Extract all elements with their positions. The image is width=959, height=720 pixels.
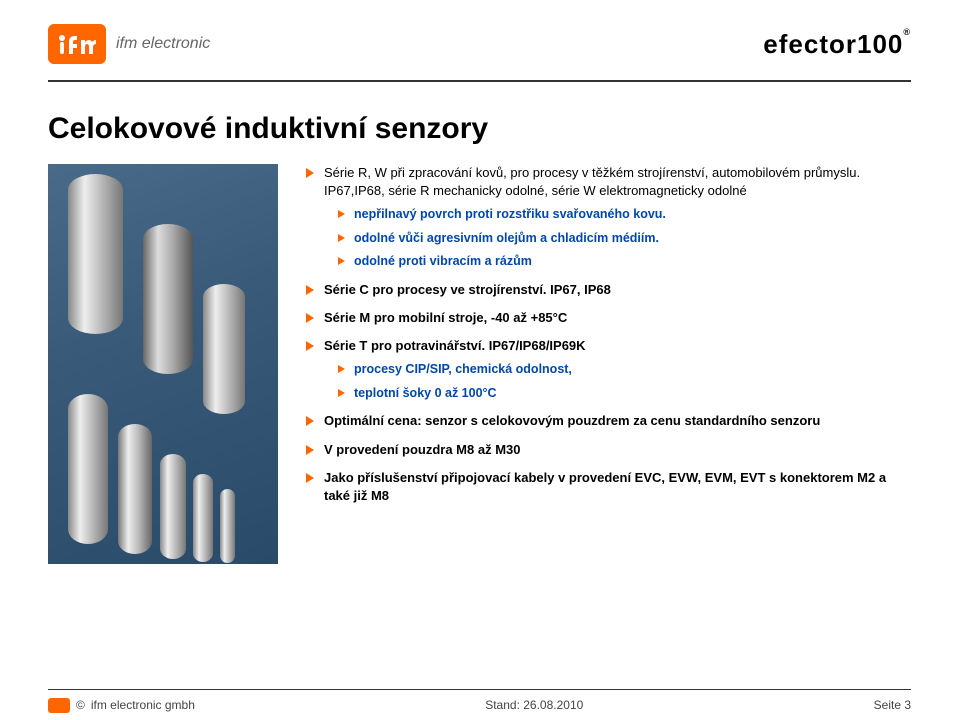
ifm-logo: ifm electronic: [48, 24, 210, 64]
header: ifm electronic efector100®: [0, 0, 959, 80]
ifm-logo-box: [48, 24, 106, 64]
sub-bullet-item: nepřilnavý povrch proti rozstřiku svařov…: [338, 206, 911, 224]
sub-bullet-item: odolné proti vibracím a rázům: [338, 253, 911, 271]
bullet-text: Série T pro potravinářství. IP67/IP68/IP…: [324, 338, 586, 353]
efector-logo: efector100®: [763, 29, 911, 60]
footer: © ifm electronic gmbh Stand: 26.08.2010 …: [0, 690, 959, 720]
ifm-logo-text: ifm electronic: [116, 35, 210, 53]
bullet-item: Optimální cena: senzor s celokovovým pou…: [306, 412, 911, 430]
efector-logo-text: efector100: [763, 29, 903, 59]
product-image: [48, 164, 278, 564]
sub-bullet-list: procesy CIP/SIP, chemická odolnost, teplo…: [324, 361, 911, 402]
footer-ifm-logo: [48, 698, 70, 713]
sub-bullet-item: procesy CIP/SIP, chemická odolnost,: [338, 361, 911, 379]
footer-stand: Stand: 26.08.2010: [485, 698, 583, 712]
bullet-item: V provedení pouzdra M8 až M30: [306, 441, 911, 459]
registered-icon: ®: [903, 27, 911, 37]
sub-bullet-item: odolné vůči agresivním olejům a chladicí…: [338, 230, 911, 248]
footer-left: © ifm electronic gmbh: [48, 698, 195, 713]
footer-company: ifm electronic gmbh: [91, 698, 195, 712]
bullet-text: Optimální cena: senzor s celokovovým pou…: [324, 413, 820, 428]
sub-bullet-list: nepřilnavý povrch proti rozstřiku svařov…: [324, 206, 911, 271]
bullet-item: Série M pro mobilní stroje, -40 až +85°C: [306, 309, 911, 327]
footer-page: Seite 3: [874, 698, 911, 712]
page-title: Celokovové induktivní senzory: [0, 82, 959, 164]
bullet-item: Série T pro potravinářství. IP67/IP68/IP…: [306, 337, 911, 402]
bullet-text: Série R, W při zpracování kovů, pro proc…: [324, 165, 860, 198]
product-image-column: [48, 164, 278, 564]
bullet-item: Série C pro procesy ve strojírenství. IP…: [306, 281, 911, 299]
bullet-text: Série C pro procesy ve strojírenství. IP…: [324, 282, 611, 297]
bullet-text: V provedení pouzdra M8 až M30: [324, 442, 521, 457]
bullet-item: Série R, W při zpracování kovů, pro proc…: [306, 164, 911, 271]
bullet-list: Série R, W při zpracování kovů, pro proc…: [306, 164, 911, 505]
copyright-icon: ©: [76, 698, 85, 712]
bullet-item: Jako příslušenství připojovací kabely v …: [306, 469, 911, 505]
bullet-text: Jako příslušenství připojovací kabely v …: [324, 470, 886, 503]
bullet-list-column: Série R, W při zpracování kovů, pro proc…: [306, 164, 911, 564]
sub-bullet-item: teplotní šoky 0 až 100°C: [338, 385, 911, 403]
content: Série R, W při zpracování kovů, pro proc…: [0, 164, 959, 564]
bullet-text: Série M pro mobilní stroje, -40 až +85°C: [324, 310, 567, 325]
